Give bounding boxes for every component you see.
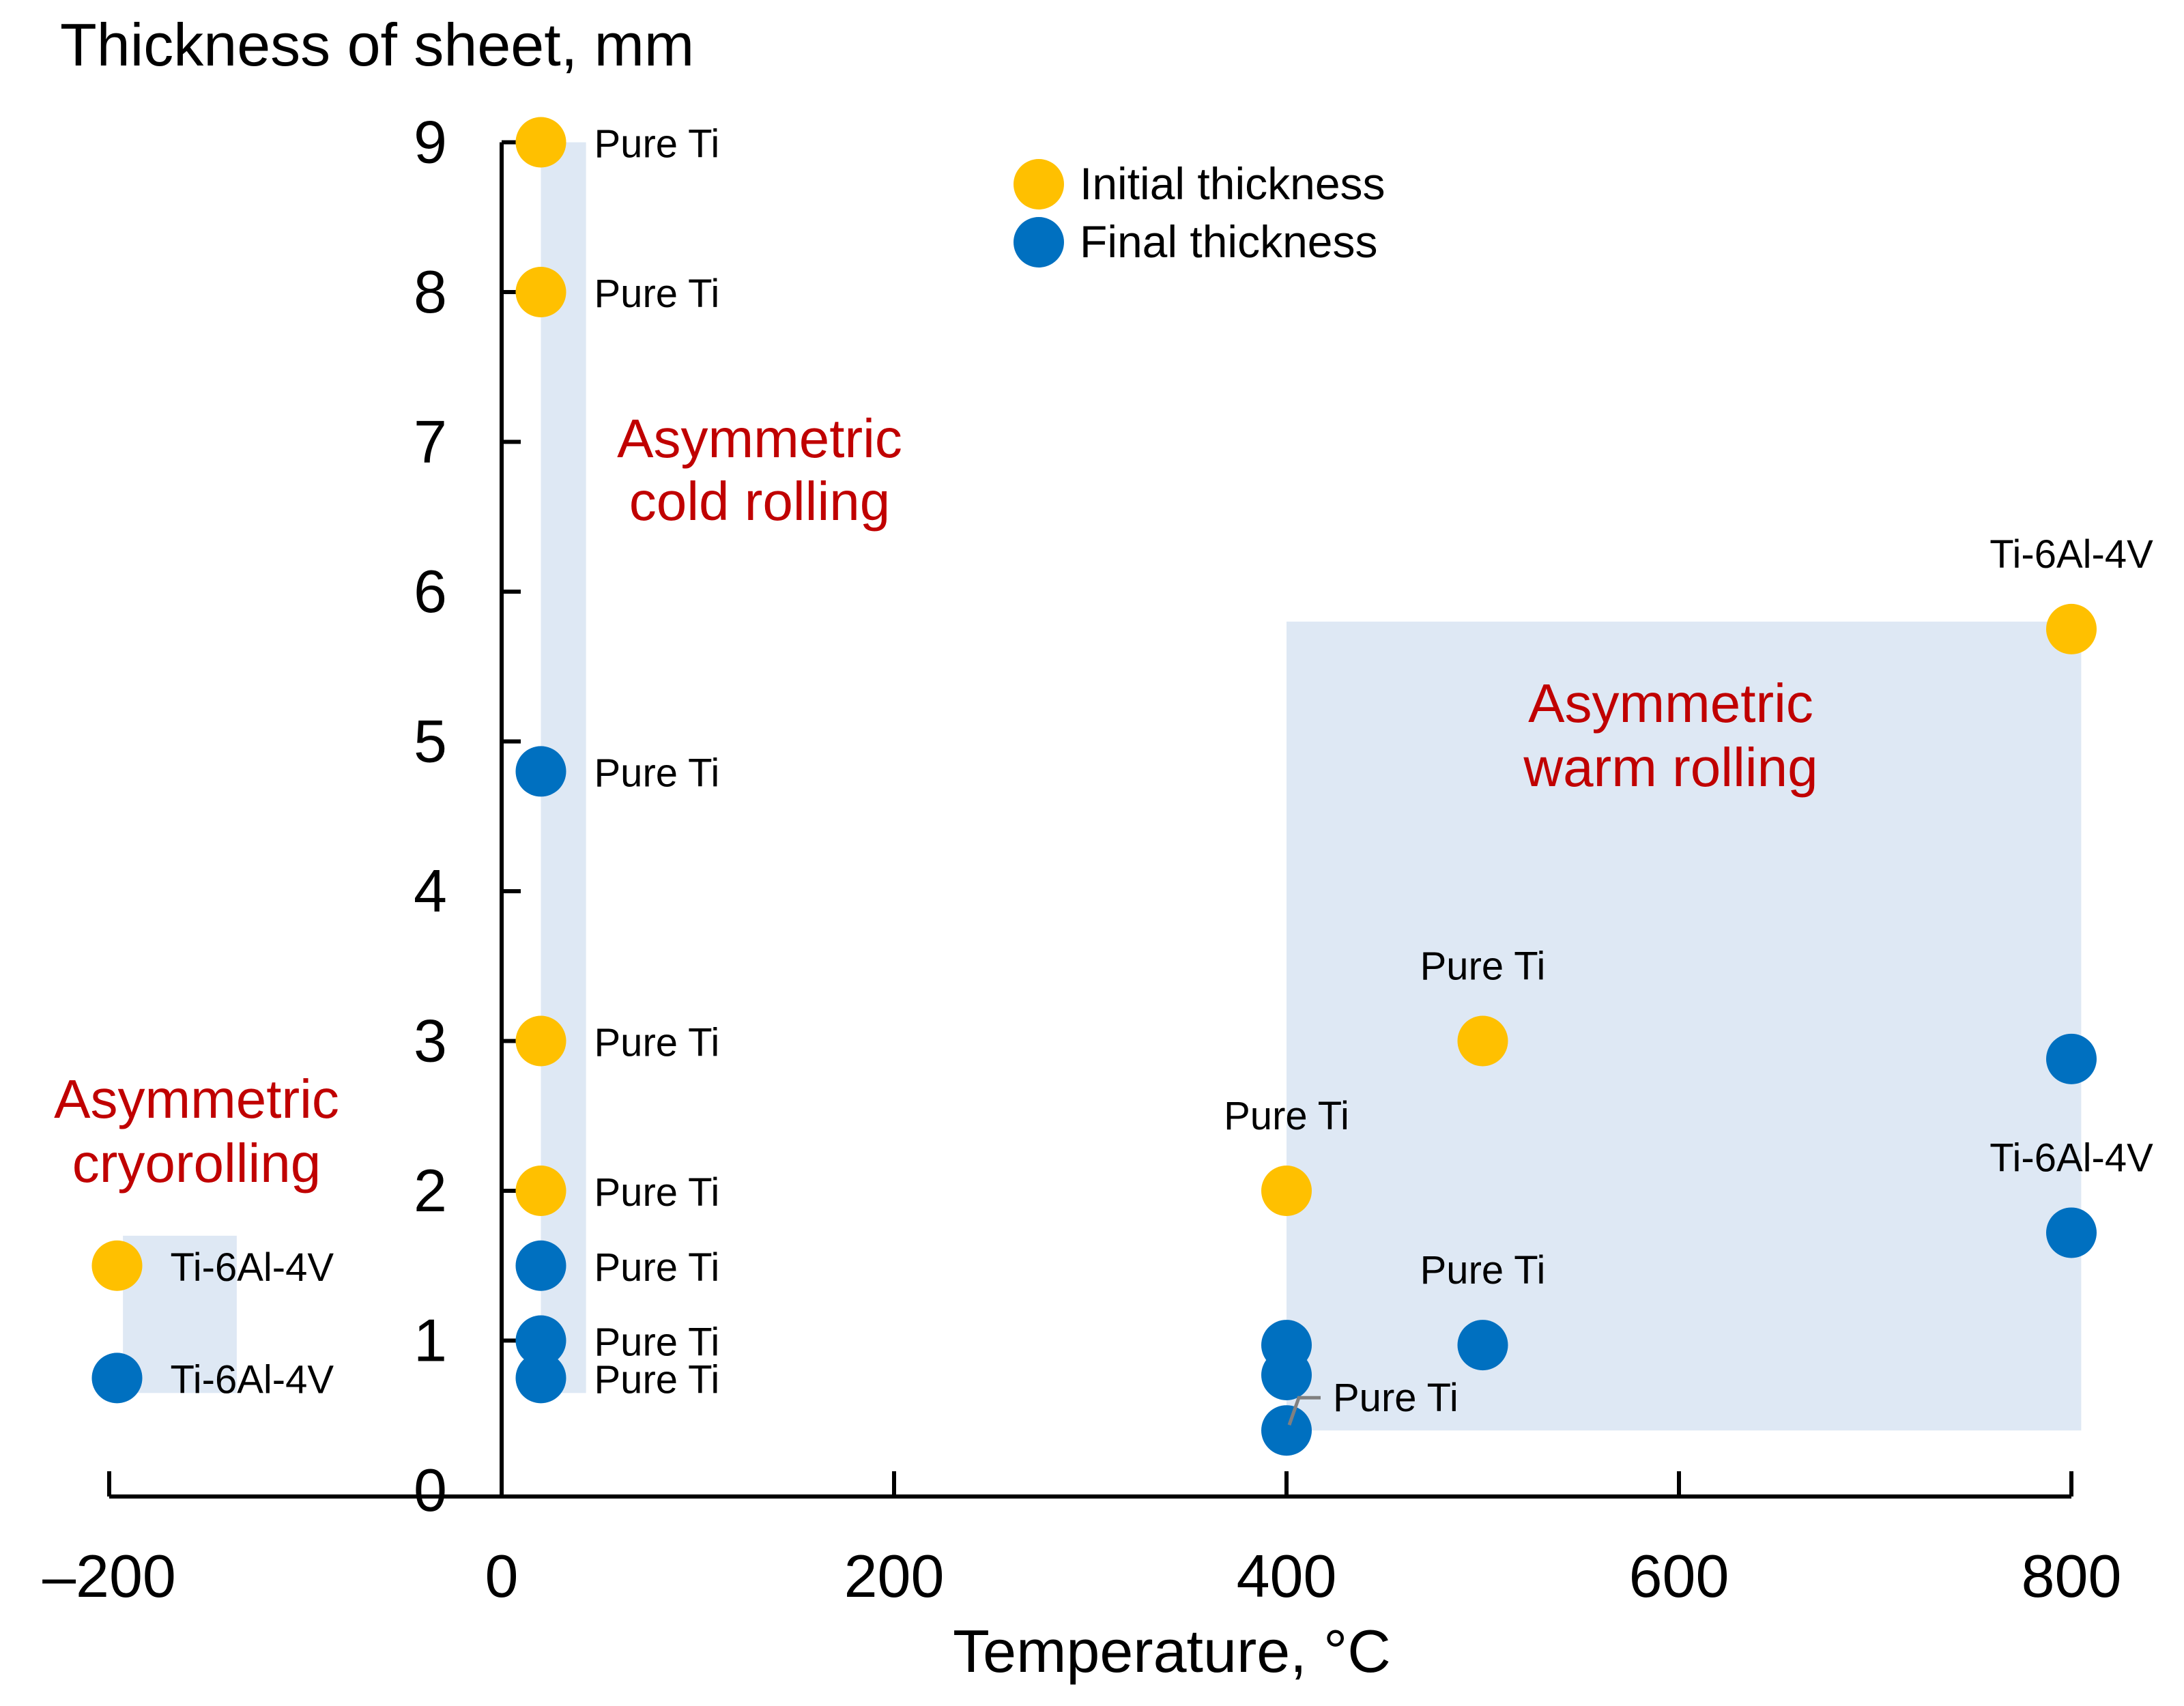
leader-line	[1287, 1396, 1321, 1426]
region-label: warm rolling	[1523, 737, 1817, 798]
y-tick-label: 5	[414, 708, 447, 775]
data-point	[515, 1015, 566, 1067]
y-tick-label: 9	[414, 109, 447, 176]
region-label: cryorolling	[72, 1133, 321, 1194]
shaded-regions	[123, 142, 2082, 1431]
y-tick-label: 1	[414, 1307, 447, 1374]
data-point	[515, 117, 566, 168]
y-tick-label: 2	[414, 1157, 447, 1224]
region-label: cold rolling	[629, 471, 890, 532]
shaded-region	[1287, 621, 2082, 1431]
data-point	[1261, 1349, 1312, 1400]
data-label: Pure Ti	[1420, 1248, 1546, 1292]
x-tick-label: 600	[1629, 1542, 1729, 1610]
data-label: Ti-6Al-4V	[171, 1245, 334, 1290]
legend-label: Initial thickness	[1080, 158, 1385, 209]
data-point	[515, 1353, 566, 1404]
x-tick-label: 0	[485, 1542, 519, 1610]
y-tick-label: 4	[414, 857, 447, 925]
data-label: Ti-6Al-4V	[1989, 1136, 2153, 1180]
x-tick-label: 200	[844, 1542, 945, 1610]
data-point	[515, 746, 566, 797]
region-label: Asymmetric	[54, 1069, 339, 1129]
data-label: Pure Ti	[594, 751, 720, 795]
x-tick-label: –200	[42, 1542, 176, 1610]
data-label: Ti-6Al-4V	[171, 1357, 334, 1402]
data-point	[1261, 1166, 1312, 1216]
data-point	[91, 1240, 143, 1291]
y-tick-label: 0	[414, 1456, 447, 1524]
legend-marker	[1014, 159, 1064, 209]
data-point	[1457, 1320, 1508, 1371]
data-label: Pure Ti	[1224, 1094, 1349, 1138]
data-point	[515, 267, 566, 317]
y-tick-label: 6	[414, 558, 447, 625]
data-label: Pure Ti	[594, 1357, 720, 1402]
data-label: Pure Ti	[594, 272, 720, 316]
data-point	[1457, 1015, 1508, 1067]
region-label: Asymmetric	[617, 408, 902, 469]
y-axis-title: Thickness of sheet, mm	[60, 11, 694, 78]
region-label: Asymmetric	[1528, 673, 1813, 734]
y-tick-label: 3	[414, 1007, 447, 1075]
x-tick-label: 800	[2022, 1542, 2122, 1610]
data-point	[515, 1315, 566, 1366]
y-tick-label: 8	[414, 258, 447, 326]
legend-label: Final thickness	[1080, 216, 1378, 267]
data-point	[2046, 1033, 2097, 1084]
data-label: Pure Ti	[1420, 944, 1546, 989]
y-tick-label: 7	[414, 408, 447, 476]
data-point	[2046, 603, 2097, 654]
data-label: Pure Ti	[1333, 1376, 1459, 1420]
data-label: Ti-6Al-4V	[1989, 532, 2153, 577]
data-label: Pure Ti	[594, 1170, 720, 1215]
data-points	[91, 117, 2097, 1456]
data-point	[515, 1166, 566, 1216]
data-label: Pure Ti	[594, 122, 720, 167]
data-label: Pure Ti	[594, 1320, 720, 1365]
data-point	[1261, 1405, 1312, 1456]
x-tick-label: 400	[1237, 1542, 1337, 1610]
data-label: Pure Ti	[594, 1245, 720, 1290]
legend-marker	[1014, 217, 1064, 268]
data-point	[91, 1353, 143, 1404]
data-label: Pure Ti	[594, 1021, 720, 1065]
data-point	[2046, 1207, 2097, 1258]
data-point	[515, 1240, 566, 1291]
axes: –200 0 200 400 600 800 0 1 2 3 4 5 6 7 8 9	[42, 109, 2121, 1610]
x-axis-title: Temperature, °C	[953, 1617, 1391, 1685]
legend: Initial thickness Final thickness	[1014, 158, 1385, 268]
